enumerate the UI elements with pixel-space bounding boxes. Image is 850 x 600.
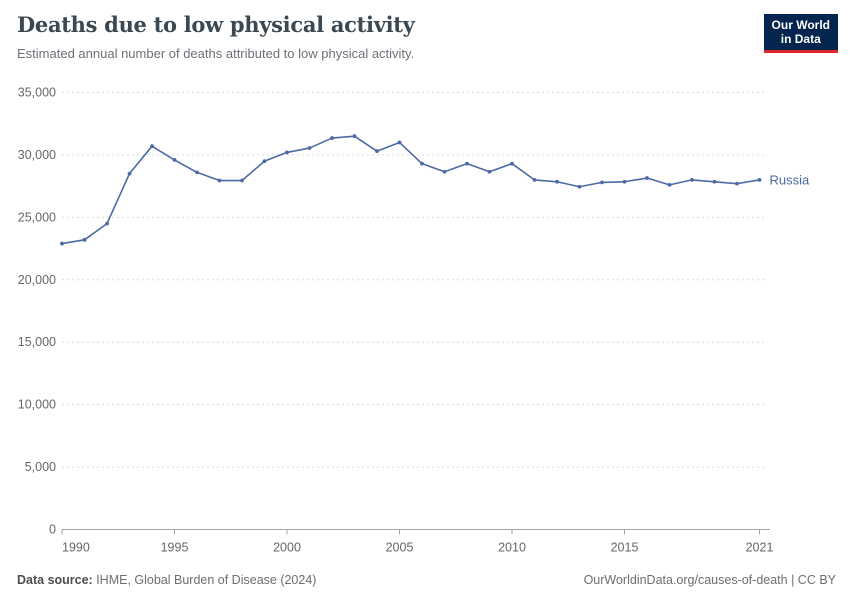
x-tick-label: 2000 [273,541,301,555]
y-tick-label: 20,000 [18,273,56,287]
x-tick-label: 1990 [62,541,90,555]
chart-footer: Data source: IHME, Global Burden of Dise… [17,573,836,587]
data-source: Data source: IHME, Global Burden of Dise… [17,573,316,587]
owid-logo-line1: Our World [771,18,830,32]
page-title: Deaths due to low physical activity [17,12,415,37]
data-point[interactable] [285,150,289,155]
russia-series-line[interactable] [61,135,761,245]
data-point[interactable] [330,136,334,140]
data-point[interactable] [240,178,244,183]
data-point[interactable] [510,161,514,166]
data-point[interactable] [397,140,402,145]
y-tick-label: 35,000 [18,86,56,100]
data-point[interactable] [577,184,582,189]
y-tick-label: 10,000 [18,398,56,412]
data-point[interactable] [712,179,717,184]
data-point[interactable] [600,180,604,185]
x-tick-label: 2015 [611,541,639,555]
data-point[interactable] [150,144,154,149]
data-point[interactable] [172,158,177,162]
owid-logo-line2: in Data [780,32,821,47]
data-source-label: Data source: [17,573,93,587]
data-point[interactable] [487,169,492,174]
data-point[interactable] [645,176,649,180]
data-point[interactable] [442,169,447,174]
data-point[interactable] [375,149,379,154]
chart-subtitle: Estimated annual number of deaths attrib… [17,46,415,62]
y-tick-label: 0 [49,523,56,537]
x-tick-label: 2005 [386,541,414,555]
data-point[interactable] [420,161,424,166]
data-point[interactable] [622,179,627,184]
data-point[interactable] [127,171,132,176]
owid-logo[interactable]: Our World in Data [763,14,838,53]
data-point[interactable] [690,178,694,182]
data-point[interactable] [82,237,87,242]
chart-header: Deaths due to low physical activity Esti… [17,12,717,61]
data-point[interactable] [217,178,222,183]
chart-canvas[interactable]: 0 5,000 10,000 15,000 20,000 25,000 30,000 35,0… [0,75,850,575]
data-point[interactable] [735,181,739,186]
data-point[interactable] [667,182,672,187]
data-point[interactable] [262,159,267,164]
data-point[interactable] [532,178,537,182]
data-point[interactable] [757,178,762,182]
data-point[interactable] [465,161,469,166]
y-tick-label: 5,000 [25,460,56,474]
y-tick-label: 30,000 [18,148,56,162]
data-source-value: IHME, Global Burden of Disease (2024) [92,573,317,587]
data-point[interactable] [105,221,109,226]
data-point[interactable] [195,170,199,175]
data-point[interactable] [555,179,559,184]
x-tick-label: 2021 [746,541,774,555]
data-point[interactable] [307,146,312,150]
data-point[interactable] [352,134,357,139]
data-point[interactable] [60,241,64,246]
x-tick-label: 2010 [498,541,526,555]
owid-citation-link[interactable]: OurWorldinData.org/causes-of-death | CC … [583,573,836,587]
entity-label[interactable]: Russia [770,172,811,187]
x-tick-label: 1995 [161,541,189,555]
y-tick-label: 25,000 [18,210,56,224]
y-tick-label: 15,000 [18,335,56,349]
